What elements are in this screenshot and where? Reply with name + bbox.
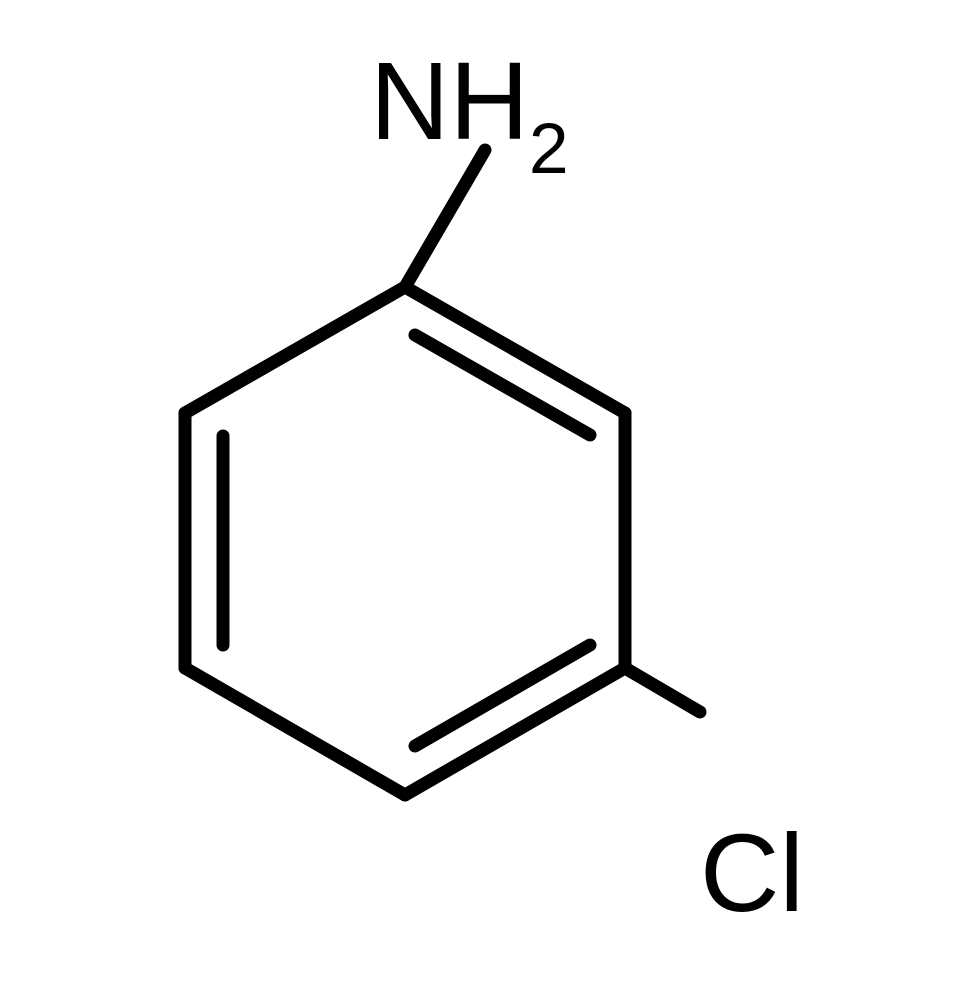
cl-label: Cl: [700, 810, 804, 937]
bond-c4-c5: [185, 668, 405, 795]
bond-c6-c1: [185, 287, 405, 413]
substituent-bonds: [405, 150, 700, 712]
nh2-label: NH2: [370, 38, 569, 179]
nh2-text-sub: 2: [529, 109, 569, 189]
benzene-ring: [185, 287, 625, 795]
nh2-text-main: NH: [370, 40, 529, 163]
cl-text: Cl: [700, 812, 804, 935]
bond-c3-c4-inner: [415, 645, 590, 746]
bond-c3-cl: [625, 668, 700, 712]
